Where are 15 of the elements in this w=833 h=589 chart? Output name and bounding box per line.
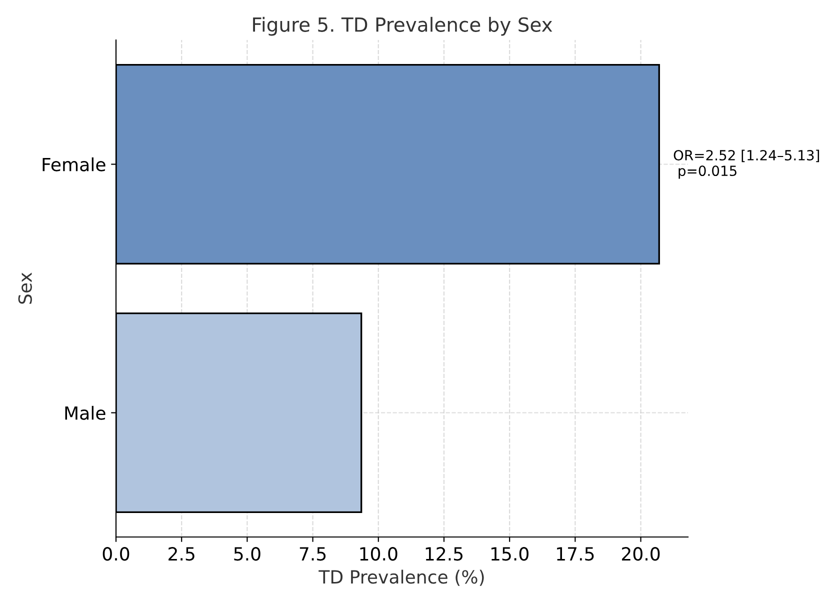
y-axis-title: Sex [18,272,32,304]
y-tick-label: Female [42,157,106,172]
x-axis-title: TD Prevalence (%) [318,570,484,586]
chart-title: Figure 5. TD Prevalence by Sex [253,16,552,36]
x-tick-label: 17.5 [557,547,594,561]
x-tick-label: 15.0 [491,547,528,561]
x-tick-label: 2.5 [168,547,194,561]
x-tick-label: 12.5 [426,547,463,561]
x-tick-label: 20.0 [622,547,660,561]
annotation: OR=2.52 [1.24–5.13] p=0.015 [674,150,820,179]
x-tick-label: 7.5 [300,547,326,561]
x-tick-label: 10.0 [360,547,398,561]
y-tick-label: Male [65,406,106,420]
x-tick-label: 0.0 [102,547,130,561]
x-tick-label: 5.0 [234,547,260,561]
